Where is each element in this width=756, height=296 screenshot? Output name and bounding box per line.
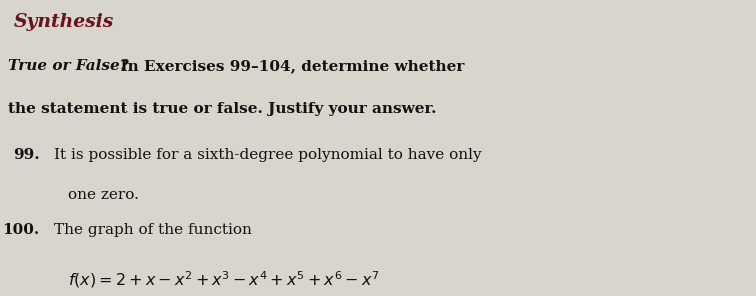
Text: It is possible for a sixth-degree polynomial to have only: It is possible for a sixth-degree polyno… (54, 148, 482, 162)
Text: the statement is true or false. Justify your answer.: the statement is true or false. Justify … (8, 102, 436, 116)
Text: The graph of the function: The graph of the function (54, 223, 253, 237)
Text: one zero.: one zero. (68, 188, 139, 202)
Text: 99.: 99. (14, 148, 40, 162)
Text: Synthesis: Synthesis (14, 13, 114, 31)
Text: $f(x) = 2 + x - x^2 + x^3 - x^4 + x^5 + x^6 - x^7$: $f(x) = 2 + x - x^2 + x^3 - x^4 + x^5 + … (68, 269, 380, 290)
Text: In Exercises 99–104, determine whether: In Exercises 99–104, determine whether (110, 59, 464, 73)
Text: True or False?: True or False? (8, 59, 129, 73)
Text: 100.: 100. (2, 223, 39, 237)
